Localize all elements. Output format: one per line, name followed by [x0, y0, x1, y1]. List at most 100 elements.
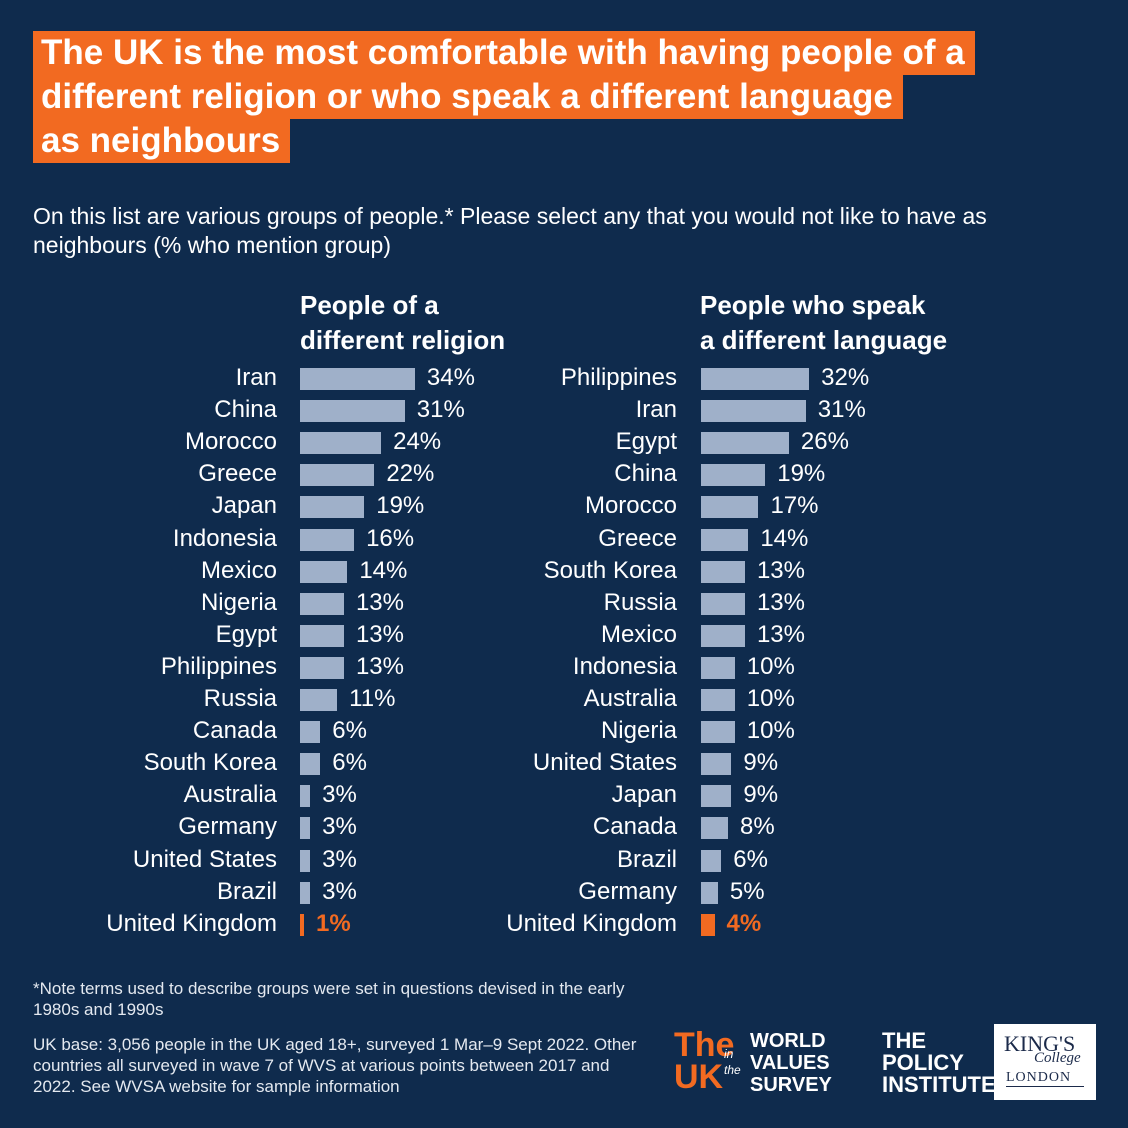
- category-label-religion-greece: Greece: [198, 460, 277, 488]
- panel-title-language: People who speak a different language: [700, 288, 947, 358]
- value-label-language-russia: 13%: [756, 588, 805, 616]
- uk-in-the-wvs-logo: The UK in the WORLD VALUES SURVEY: [674, 1028, 834, 1100]
- bar-language-greece: [701, 528, 749, 551]
- value-label-language-mexico: 13%: [756, 620, 805, 648]
- category-label-language-iran: Iran: [635, 396, 677, 424]
- category-label-religion-iran: Iran: [235, 364, 277, 391]
- category-label-language-indonesia: Indonesia: [572, 652, 677, 680]
- category-label-religion-mexico: Mexico: [200, 556, 277, 584]
- value-label-language-australia: 10%: [746, 685, 795, 712]
- value-label-religion-australia: 3%: [322, 781, 357, 809]
- subtitle: On this list are various groups of peopl…: [33, 203, 987, 258]
- value-label-religion-united-states: 3%: [322, 845, 357, 873]
- panel-title-language-line-1: People who speak: [700, 290, 926, 320]
- value-label-language-japan: 9%: [743, 781, 779, 809]
- footnote: *Note terms used to describe groups were…: [33, 979, 625, 1019]
- value-label-language-egypt: 26%: [800, 428, 849, 456]
- category-label-religion-indonesia: Indonesia: [172, 524, 277, 552]
- value-label-language-greece: 14%: [760, 524, 809, 552]
- logo-pi-line-2: POLICY: [882, 1050, 964, 1075]
- bar-language-united-kingdom: [701, 913, 715, 936]
- title-line-3: as neighbours: [33, 119, 291, 163]
- title-block: The UK is the most comfortable with havi…: [33, 31, 975, 163]
- category-label-language-egypt: Egypt: [615, 428, 677, 456]
- category-label-language-united-states: United States: [532, 749, 677, 777]
- value-label-language-morocco: 17%: [770, 492, 819, 520]
- category-label-religion-morocco: Morocco: [184, 428, 277, 456]
- category-label-language-germany: Germany: [578, 877, 677, 905]
- bar-language-philippines: [701, 368, 810, 390]
- category-label-language-morocco: Morocco: [584, 492, 677, 520]
- category-label-religion-united-states: United States: [132, 845, 277, 873]
- value-label-language-iran: 31%: [817, 396, 866, 424]
- bar-religion-china: [300, 400, 405, 423]
- category-label-language-brazil: Brazil: [616, 845, 677, 873]
- category-label-religion-canada: Canada: [192, 717, 277, 745]
- logo-in-text: in: [724, 1047, 734, 1061]
- category-label-religion-russia: Russia: [203, 685, 277, 712]
- category-label-language-united-kingdom: United Kingdom: [506, 909, 677, 937]
- value-label-language-united-states: 9%: [743, 749, 779, 777]
- bar-religion-brazil: [300, 881, 311, 904]
- value-label-language-canada: 8%: [740, 813, 775, 841]
- category-label-language-china: China: [614, 460, 677, 488]
- category-label-religion-australia: Australia: [183, 781, 277, 809]
- value-label-language-china: 19%: [777, 460, 826, 488]
- value-label-religion-nigeria: 13%: [355, 588, 404, 616]
- category-label-religion-philippines: Philippines: [160, 652, 277, 680]
- bar-language-canada: [701, 817, 729, 840]
- logo-pi-line-1: THE: [882, 1028, 926, 1053]
- bar-language-mexico: [701, 624, 745, 647]
- bar-religion-mexico: [300, 560, 348, 583]
- bar-religion-philippines: [300, 656, 344, 679]
- bar-religion-iran: [300, 368, 415, 390]
- category-label-language-russia: Russia: [603, 588, 677, 616]
- value-label-religion-south-korea: 6%: [332, 749, 367, 777]
- kings-college-logo: KING'S College LONDON: [994, 1024, 1096, 1100]
- category-label-religion-nigeria: Nigeria: [200, 588, 277, 616]
- value-label-religion-philippines: 13%: [355, 652, 404, 680]
- value-label-religion-germany: 3%: [322, 813, 357, 841]
- panel-title-religion-line-1: People of a: [300, 290, 439, 320]
- category-label-language-south-korea: South Korea: [543, 556, 677, 584]
- logo-world-text: WORLD: [750, 1030, 826, 1052]
- bar-religion-united-kingdom: [300, 913, 304, 936]
- category-label-language-greece: Greece: [598, 524, 677, 552]
- value-label-religion-indonesia: 16%: [366, 524, 415, 552]
- bar-religion-united-states: [300, 849, 311, 872]
- bar-religion-morocco: [300, 432, 382, 455]
- category-label-language-japan: Japan: [611, 781, 677, 809]
- title-line-2: different religion or who speak a differ…: [33, 75, 903, 119]
- bar-religion-germany: [300, 817, 311, 840]
- category-label-religion-japan: Japan: [211, 492, 277, 520]
- value-label-religion-russia: 11%: [349, 685, 396, 712]
- bar-language-morocco: [701, 496, 759, 519]
- bar-religion-nigeria: [300, 592, 344, 615]
- title-line-1: The UK is the most comfortable with havi…: [33, 31, 975, 75]
- policy-institute-logo: THE POLICY INSTITUTE: [882, 1030, 996, 1096]
- bar-language-japan: [701, 785, 732, 808]
- logo-survey-text: SURVEY: [750, 1074, 832, 1096]
- category-label-religion-brazil: Brazil: [216, 877, 277, 905]
- bar-language-indonesia: [701, 656, 735, 679]
- bar-religion-canada: [300, 721, 321, 744]
- panel-title-language-line-2: a different language: [700, 325, 948, 355]
- value-label-religion-brazil: 3%: [322, 877, 357, 905]
- bar-language-egypt: [701, 432, 789, 455]
- bar-language-south-korea: [701, 560, 745, 583]
- logo-uk-text: UK: [674, 1058, 724, 1096]
- logo-the-text: The: [674, 1026, 735, 1064]
- bar-religion-australia: [300, 785, 311, 808]
- panel-title-religion: People of a different religion: [300, 288, 505, 358]
- bar-religion-south-korea: [300, 753, 321, 776]
- bar-language-australia: [701, 689, 735, 711]
- bar-religion-indonesia: [300, 528, 355, 551]
- bar-language-china: [701, 464, 766, 487]
- logo-the-small-text: the: [724, 1063, 741, 1077]
- value-label-religion-morocco: 24%: [393, 428, 442, 456]
- logo-kings-line-3: LONDON: [1006, 1070, 1072, 1085]
- bar-religion-japan: [300, 496, 365, 519]
- base-note: UK base: 3,056 people in the UK aged 18+…: [33, 1035, 637, 1096]
- value-label-language-brazil: 6%: [733, 845, 768, 873]
- logo-kings-rule: [1006, 1086, 1084, 1087]
